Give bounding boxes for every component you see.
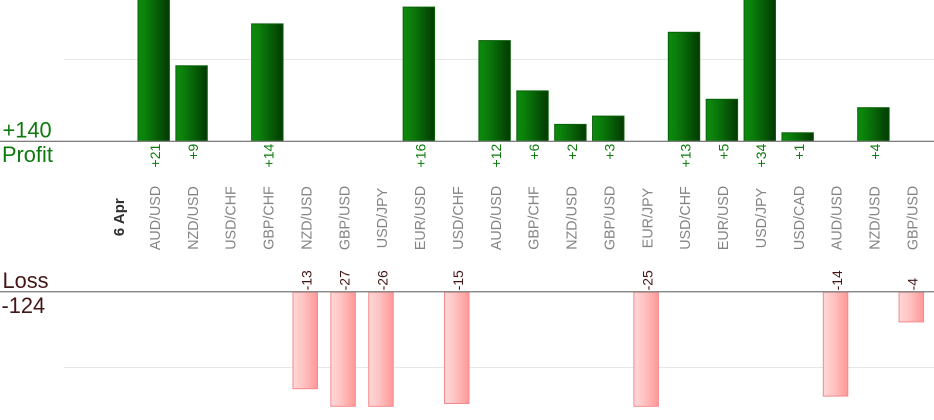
svg-text:GBP/USD: GBP/USD bbox=[337, 186, 353, 250]
svg-text:USD/CHF: USD/CHF bbox=[224, 186, 240, 250]
svg-text:-25: -25 bbox=[640, 270, 656, 290]
svg-text:USD/CHF: USD/CHF bbox=[451, 186, 467, 250]
svg-text:+16: +16 bbox=[412, 143, 428, 167]
svg-text:NZD/USD: NZD/USD bbox=[186, 186, 202, 250]
svg-text:+2: +2 bbox=[564, 143, 580, 159]
svg-text:Loss: Loss bbox=[3, 268, 49, 293]
svg-text:USD/CHF: USD/CHF bbox=[678, 186, 694, 250]
svg-text:EUR/USD: EUR/USD bbox=[413, 186, 429, 250]
svg-text:+6: +6 bbox=[526, 143, 542, 159]
svg-text:Profit: Profit bbox=[2, 142, 53, 167]
svg-text:-14: -14 bbox=[829, 270, 845, 290]
svg-text:NZD/USD: NZD/USD bbox=[565, 186, 581, 250]
svg-text:+140: +140 bbox=[3, 117, 52, 142]
svg-text:USD/CAD: USD/CAD bbox=[792, 186, 808, 250]
svg-text:USD/JPY: USD/JPY bbox=[375, 187, 391, 248]
svg-text:+3: +3 bbox=[602, 143, 618, 159]
svg-text:NZD/USD: NZD/USD bbox=[868, 186, 884, 250]
svg-text:+34: +34 bbox=[753, 143, 769, 167]
svg-text:-26: -26 bbox=[374, 270, 390, 290]
svg-text:+14: +14 bbox=[261, 143, 277, 167]
svg-text:+12: +12 bbox=[488, 143, 504, 167]
svg-text:+13: +13 bbox=[677, 143, 693, 167]
svg-text:+1: +1 bbox=[791, 143, 807, 159]
svg-text:+5: +5 bbox=[715, 143, 731, 159]
svg-text:-4: -4 bbox=[905, 278, 921, 291]
svg-text:EUR/USD: EUR/USD bbox=[716, 186, 732, 250]
svg-text:-13: -13 bbox=[299, 270, 315, 290]
svg-text:GBP/CHF: GBP/CHF bbox=[527, 186, 543, 250]
svg-text:EUR/JPY: EUR/JPY bbox=[640, 187, 656, 248]
svg-text:AUD/USD: AUD/USD bbox=[489, 186, 505, 250]
svg-text:GBP/USD: GBP/USD bbox=[603, 186, 619, 250]
svg-text:+21: +21 bbox=[147, 143, 163, 167]
svg-text:USD/JPY: USD/JPY bbox=[754, 187, 770, 248]
svg-text:GBP/USD: GBP/USD bbox=[906, 186, 922, 250]
svg-text:AUD/USD: AUD/USD bbox=[148, 186, 164, 250]
svg-text:6 Apr: 6 Apr bbox=[111, 198, 128, 236]
svg-text:-15: -15 bbox=[450, 270, 466, 290]
svg-text:+4: +4 bbox=[867, 143, 883, 159]
svg-text:+9: +9 bbox=[185, 143, 201, 159]
svg-text:-124: -124 bbox=[2, 293, 46, 318]
svg-text:GBP/CHF: GBP/CHF bbox=[262, 186, 278, 250]
svg-text:AUD/USD: AUD/USD bbox=[830, 186, 846, 250]
svg-text:NZD/USD: NZD/USD bbox=[299, 186, 315, 250]
svg-text:-27: -27 bbox=[337, 270, 353, 290]
